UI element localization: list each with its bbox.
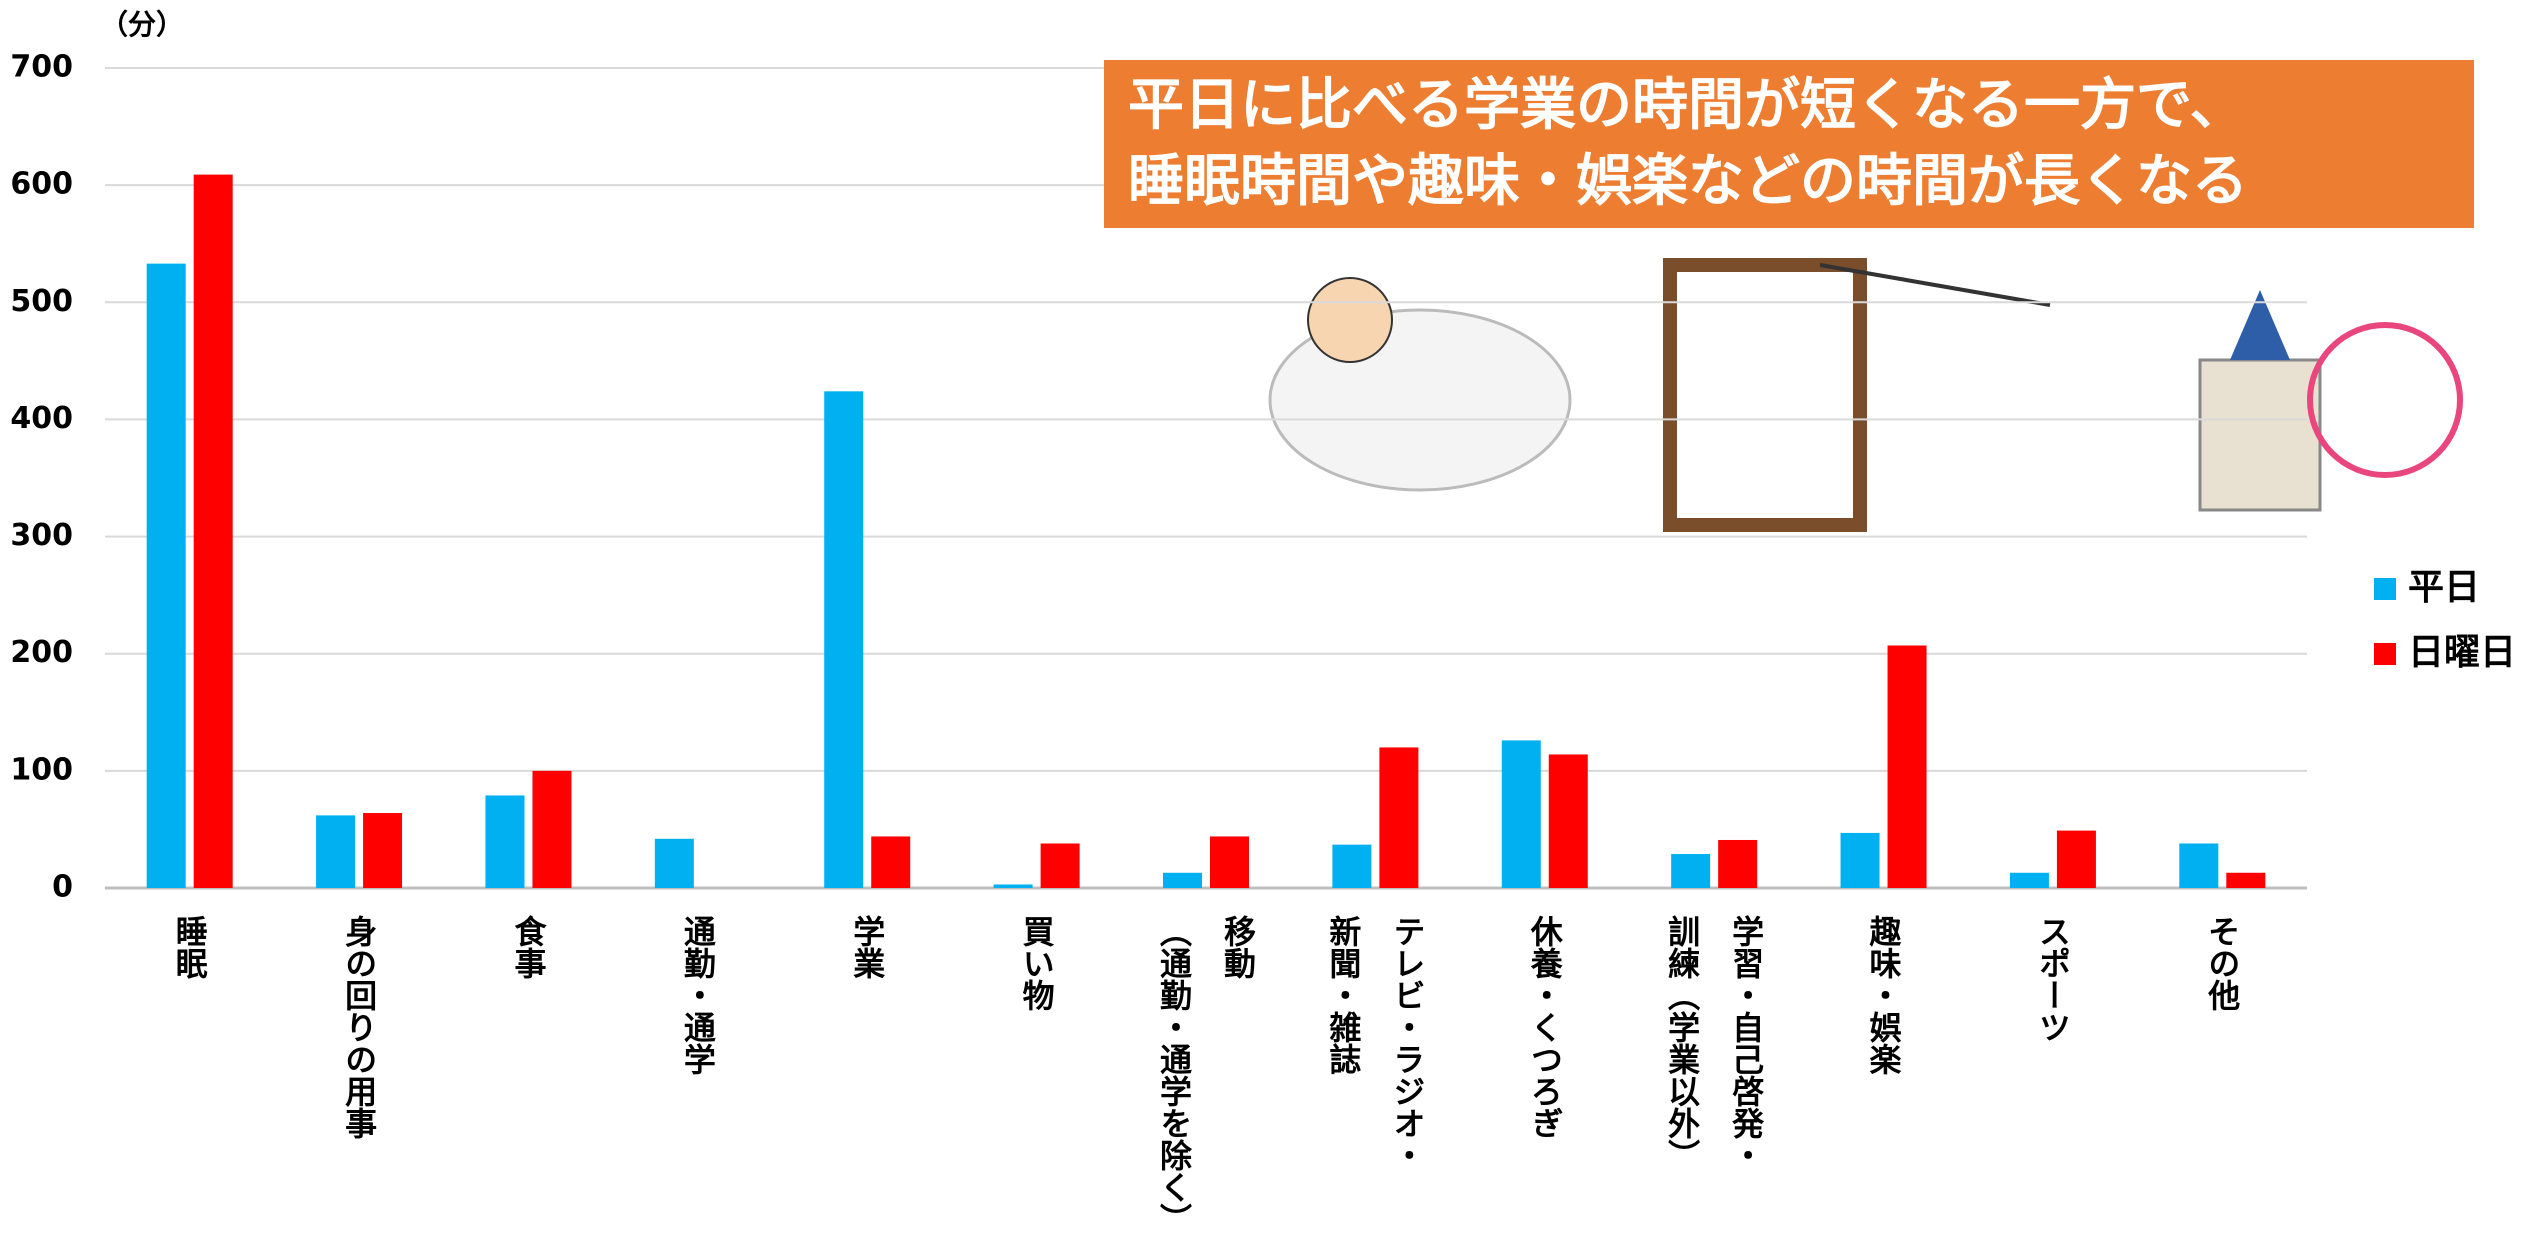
y-tick-label: 100 (10, 752, 73, 787)
bar (1040, 843, 1080, 888)
x-tick-label: テレビ・ラジオ・ 新聞・雑誌 (1324, 915, 1427, 1171)
x-tick-label: 通勤・通学 (678, 915, 717, 1075)
sleeper-illustration (1307, 277, 1393, 363)
bar (316, 815, 356, 888)
tower-illustration (2230, 290, 2290, 360)
y-tick-label: 600 (10, 167, 73, 202)
illustrations (1268, 258, 2463, 532)
legend-swatch (2374, 643, 2396, 665)
y-tick-label: 500 (10, 284, 73, 319)
bar (993, 884, 1033, 888)
castle-illustration (2198, 358, 2322, 512)
bar (654, 838, 694, 888)
bar (1671, 854, 1711, 888)
y-tick-label: 700 (10, 50, 73, 85)
x-tick-label: スポーツ (2033, 915, 2072, 1043)
x-tick-label: 休養・くつろぎ (1525, 915, 1564, 1139)
bar (485, 795, 525, 888)
x-tick-label: 趣味・娯楽 (1864, 915, 1903, 1075)
zipline-illustration (1819, 263, 2051, 307)
bar (824, 391, 864, 888)
bar (2056, 830, 2096, 888)
annotation: 平日に比べる学業の時間が短くなる一方で、 睡眠時間や趣味・娯楽などの時間が長くな… (1104, 60, 2474, 228)
x-tick-label: 移動 （通勤・通学を除く） (1155, 915, 1257, 1235)
bar (2179, 843, 2219, 888)
ferris-wheel-illustration (2307, 322, 2463, 478)
x-tick-label: 買い物 (1017, 915, 1056, 1011)
bar (2009, 872, 2049, 888)
bar (1332, 844, 1372, 888)
bar (1887, 645, 1927, 888)
bar (1163, 872, 1202, 888)
y-tick-label: 400 (10, 401, 73, 436)
y-tick-label: 0 (52, 870, 73, 905)
x-tick-label: 身の回りの用事 (340, 915, 379, 1139)
legend-label: 日曜日 (2408, 632, 2516, 673)
bar (193, 174, 233, 889)
bar (532, 770, 572, 888)
y-unit: （分） (100, 8, 184, 41)
x-tick-label: その他 (2203, 915, 2242, 1011)
bar (146, 263, 186, 889)
bar (871, 836, 911, 888)
bar (1501, 740, 1541, 888)
playground-illustration (1663, 258, 1867, 532)
bar (1210, 836, 1249, 888)
x-tick-label: 食事 (509, 915, 548, 979)
x-tick-label: 学習・自己啓発・ 訓練（学業以外） (1663, 915, 1766, 1171)
x-tick-label: 睡眠 (170, 915, 209, 979)
bar (363, 813, 403, 888)
y-tick-label: 300 (10, 518, 73, 553)
x-tick-label: 学業 (848, 915, 887, 979)
bar (1548, 754, 1588, 888)
bar (2226, 872, 2266, 888)
bar (1840, 832, 1880, 888)
bar (1379, 747, 1419, 888)
y-tick-label: 200 (10, 635, 73, 670)
legend-swatch (2374, 578, 2396, 600)
legend-label: 平日 (2408, 567, 2480, 608)
bar (1718, 839, 1758, 888)
